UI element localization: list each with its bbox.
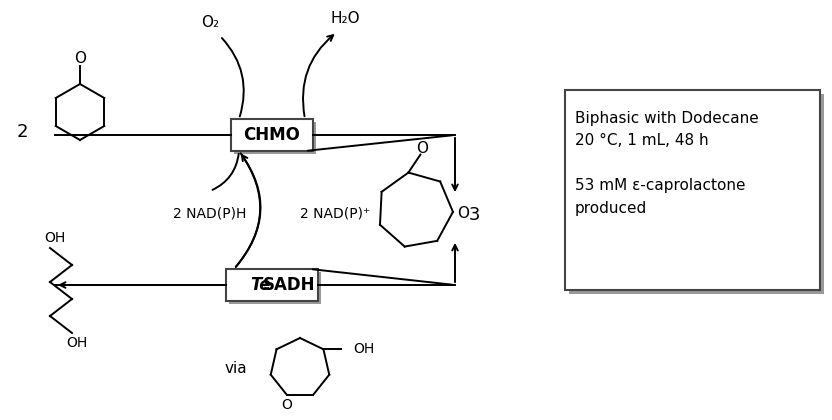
Text: O: O [281,398,292,412]
Bar [229,272,321,304]
Text: Te: Te [250,276,270,294]
Text: produced: produced [575,200,647,215]
Text: OH: OH [67,336,87,350]
Text: O₂: O₂ [201,15,219,29]
Bar [226,269,318,301]
Text: 3: 3 [468,206,480,224]
Text: CHMO: CHMO [244,126,300,144]
Text: H₂O: H₂O [330,10,359,26]
Bar [569,94,824,294]
Bar [565,90,820,290]
Text: 53 mM ε-caprolactone: 53 mM ε-caprolactone [575,178,745,192]
Bar [234,122,316,154]
Bar [231,119,313,151]
Text: 2 NAD(P)H: 2 NAD(P)H [173,206,246,220]
Text: Biphasic with Dodecane: Biphasic with Dodecane [575,110,759,126]
Text: 2 NAD(P)⁺: 2 NAD(P)⁺ [300,206,370,220]
Text: O: O [457,206,469,221]
Text: O: O [416,141,428,156]
Text: OH: OH [354,342,374,356]
Text: O: O [74,50,86,66]
Text: OH: OH [44,231,66,245]
Text: SADH: SADH [263,276,315,294]
Text: 2: 2 [17,123,27,141]
Text: 20 °C, 1 mL, 48 h: 20 °C, 1 mL, 48 h [575,132,709,147]
Text: via: via [225,360,247,375]
